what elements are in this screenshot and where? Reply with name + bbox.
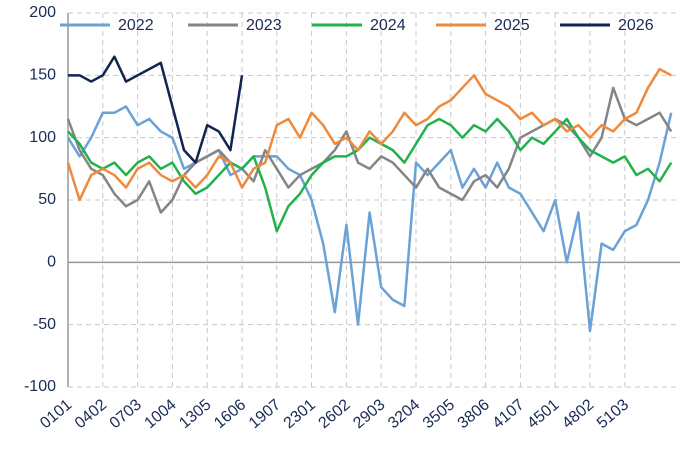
legend-label: 2022 [118, 17, 154, 34]
x-tick-label: 1305 [176, 396, 214, 432]
y-tick-label: -100 [24, 378, 56, 395]
x-tick-label: 5103 [594, 396, 632, 432]
x-tick-label: 3806 [455, 396, 493, 432]
legend-label: 2025 [494, 17, 530, 34]
series-line [66, 105, 673, 333]
series-line [68, 55, 244, 164]
x-tick-label: 2301 [281, 396, 319, 432]
series-line [67, 117, 673, 233]
legend-label: 2026 [618, 17, 654, 34]
y-tick-label: 100 [29, 129, 56, 146]
y-tick-label: 0 [47, 254, 56, 271]
x-tick-label: 4501 [524, 396, 562, 432]
legend-label: 2023 [246, 17, 282, 34]
x-tick-label: 3505 [420, 396, 458, 432]
x-tick-label: 4107 [489, 396, 527, 432]
x-tick-label: 0101 [37, 396, 75, 432]
x-tick-label: 1907 [246, 396, 284, 432]
x-tick-label: 2602 [315, 396, 353, 432]
series-line [66, 67, 672, 202]
y-tick-label: 50 [38, 191, 56, 208]
x-tick-label: 2903 [350, 396, 388, 432]
x-tick-label: 0703 [107, 396, 145, 432]
y-tick-label: 150 [29, 67, 56, 84]
y-tick-label: -50 [33, 316, 56, 333]
series-line [66, 86, 673, 214]
x-tick-label: 1004 [141, 396, 179, 432]
x-tick-label: 3204 [385, 396, 423, 432]
y-tick-label: 200 [29, 4, 56, 21]
x-tick-label: 4802 [559, 396, 597, 432]
x-tick-label: 0402 [72, 396, 110, 432]
legend-label: 2024 [370, 17, 406, 34]
x-tick-label: 1606 [211, 396, 249, 432]
